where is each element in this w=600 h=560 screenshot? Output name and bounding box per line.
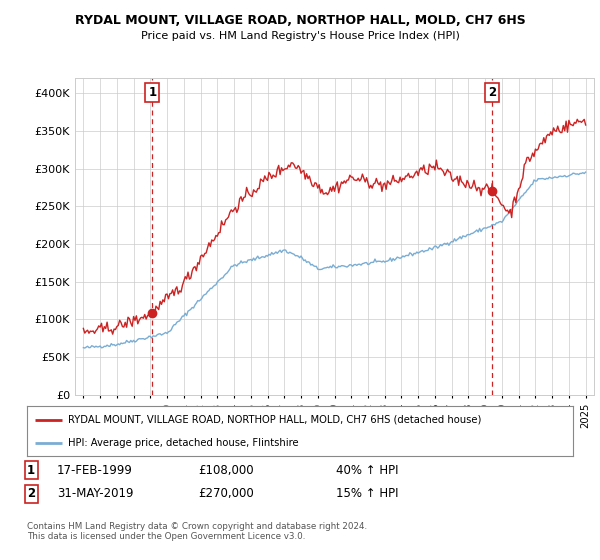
Text: Price paid vs. HM Land Registry's House Price Index (HPI): Price paid vs. HM Land Registry's House … [140, 31, 460, 41]
Text: £108,000: £108,000 [198, 464, 254, 477]
Text: RYDAL MOUNT, VILLAGE ROAD, NORTHOP HALL, MOLD, CH7 6HS (detached house): RYDAL MOUNT, VILLAGE ROAD, NORTHOP HALL,… [68, 414, 481, 424]
Text: 17-FEB-1999: 17-FEB-1999 [57, 464, 133, 477]
Text: 40% ↑ HPI: 40% ↑ HPI [336, 464, 398, 477]
Text: 31-MAY-2019: 31-MAY-2019 [57, 487, 133, 500]
Text: £270,000: £270,000 [198, 487, 254, 500]
Text: 15% ↑ HPI: 15% ↑ HPI [336, 487, 398, 500]
Text: RYDAL MOUNT, VILLAGE ROAD, NORTHOP HALL, MOLD, CH7 6HS: RYDAL MOUNT, VILLAGE ROAD, NORTHOP HALL,… [74, 14, 526, 27]
Text: Contains HM Land Registry data © Crown copyright and database right 2024.
This d: Contains HM Land Registry data © Crown c… [27, 522, 367, 542]
Text: 1: 1 [148, 86, 157, 99]
Text: 1: 1 [27, 464, 35, 477]
Text: 2: 2 [488, 86, 496, 99]
Text: 2: 2 [27, 487, 35, 500]
Text: HPI: Average price, detached house, Flintshire: HPI: Average price, detached house, Flin… [68, 438, 299, 448]
